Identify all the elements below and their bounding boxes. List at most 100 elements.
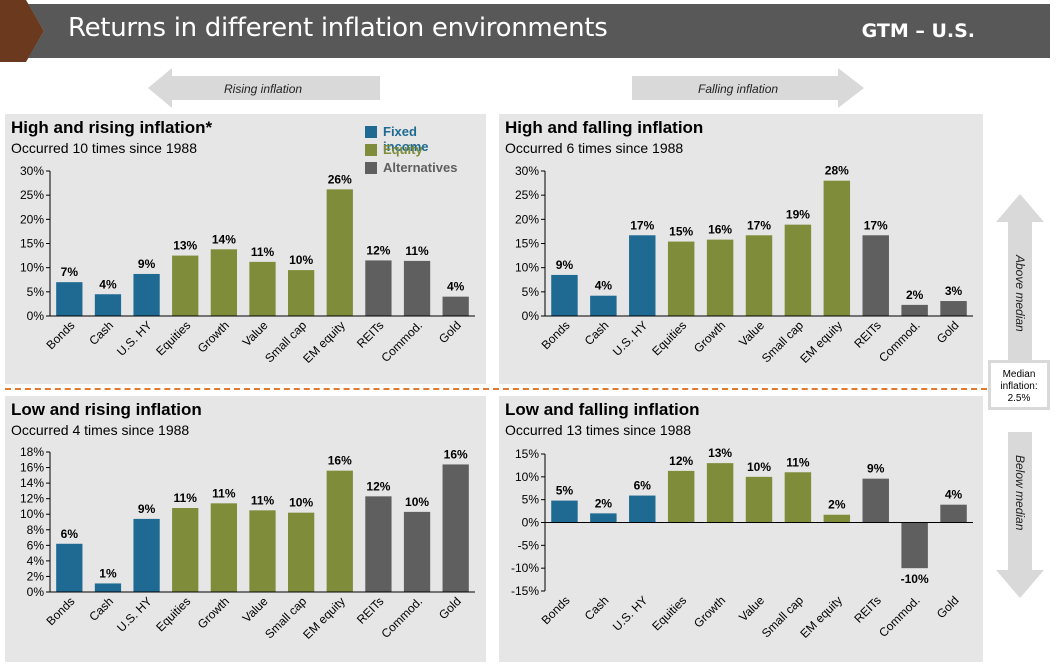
- chart-low-falling: -15% -10% -5% 0% 5% 10% 15% 5% Bonds 2% Cash 6% U.S.…: [511, 446, 973, 641]
- y-tick-label: 5%: [522, 285, 540, 299]
- y-tick-label: 12%: [20, 492, 44, 506]
- category-label: Commod.: [876, 318, 923, 365]
- page-code: GTM – U.S.: [861, 20, 975, 42]
- category-label: REITs: [354, 594, 387, 627]
- data-label: 16%: [328, 454, 352, 468]
- category-label: U.S. HY: [610, 593, 651, 634]
- category-label: Gold: [436, 318, 464, 346]
- legend-label: Fixed income: [383, 124, 429, 154]
- bar-cash: [94, 583, 122, 592]
- y-tick-label: -15%: [511, 584, 539, 598]
- y-tick-label: 8%: [27, 523, 45, 537]
- category-label: Bonds: [539, 318, 573, 352]
- y-tick-label: -5%: [518, 538, 540, 552]
- category-label: Gold: [934, 318, 962, 346]
- vertical-arrow-icon: [996, 194, 1044, 598]
- median-line-1: Median: [1002, 369, 1036, 380]
- data-label: 4%: [595, 279, 613, 293]
- data-label: 11%: [251, 245, 275, 259]
- chart-subtitle: Occurred 13 times since 1988: [505, 422, 691, 438]
- bar-cash: [590, 513, 617, 523]
- data-label: 5%: [556, 484, 574, 498]
- above-median-label: Above median: [1013, 255, 1027, 332]
- data-label: 10%: [747, 460, 771, 474]
- panel-high-falling: High and falling inflation Occurred 6 ti…: [499, 114, 983, 384]
- median-inflation-box: Median inflation: 2.5%: [988, 360, 1050, 410]
- y-tick-label: 15%: [515, 447, 539, 461]
- bar-em-equity: [823, 514, 851, 523]
- panel-low-falling: Low and falling inflation Occurred 13 ti…: [499, 396, 983, 662]
- bar-u-s-hy: [133, 518, 160, 592]
- bar-equities: [667, 470, 695, 523]
- legend-swatch: [365, 144, 377, 156]
- bar-equities: [172, 508, 199, 592]
- bar-bonds: [56, 543, 83, 592]
- data-label: 11%: [405, 244, 429, 258]
- data-label: 11%: [212, 486, 236, 500]
- category-label: Equities: [153, 594, 193, 634]
- chart-subtitle: Occurred 4 times since 1988: [11, 422, 190, 438]
- data-label: 1%: [99, 566, 117, 580]
- bar-value: [249, 261, 276, 316]
- chart-title: Low and falling inflation: [505, 400, 700, 419]
- y-tick-label: 25%: [20, 188, 44, 202]
- category-label: U.S. HY: [114, 318, 155, 359]
- data-label: 13%: [708, 446, 732, 460]
- y-tick-label: 2%: [27, 569, 45, 583]
- median-divider: [5, 388, 987, 390]
- y-tick-label: 6%: [27, 538, 45, 552]
- category-label: Equities: [649, 593, 689, 633]
- bar-em-equity: [326, 470, 353, 592]
- data-label: 17%: [747, 218, 771, 232]
- chart-high-falling: 0% 5% 10% 15% 20% 25% 30% 9% Bonds 4% Cash 17% U.S. …: [515, 164, 973, 366]
- data-label: 26%: [328, 172, 352, 186]
- panel-low-rising: Low and rising inflation Occurred 4 time…: [5, 396, 486, 662]
- data-label: 16%: [444, 447, 468, 461]
- bar-value: [745, 235, 773, 316]
- data-label: 10%: [289, 253, 313, 267]
- median-line-3: 2.5%: [1007, 393, 1031, 404]
- data-label: 28%: [825, 164, 849, 178]
- bar-value: [745, 476, 773, 523]
- y-tick-label: 10%: [20, 261, 44, 275]
- category-label: REITs: [851, 593, 884, 626]
- bar-equities: [172, 255, 199, 316]
- y-tick-label: 0%: [27, 309, 45, 323]
- chart-high-rising: 0% 5% 10% 15% 20% 25% 30% 7% Bonds 4% Cash 9% U.S. H…: [20, 164, 475, 366]
- data-label: 12%: [366, 479, 390, 493]
- header-band: Returns in different inflation environme…: [0, 0, 1063, 62]
- data-label: 12%: [669, 454, 693, 468]
- y-tick-label: 10%: [515, 261, 539, 275]
- falling-arrow-icon: [632, 68, 864, 108]
- chart-subtitle: Occurred 6 times since 1988: [505, 140, 684, 156]
- data-label: 2%: [595, 496, 613, 510]
- bar-commod-: [403, 260, 431, 316]
- bar-gold: [442, 296, 469, 316]
- bar-commod-: [403, 511, 431, 592]
- y-tick-label: 10%: [20, 507, 44, 521]
- y-tick-label: 14%: [20, 476, 44, 490]
- chart-title: High and rising inflation*: [11, 118, 213, 137]
- bar-small-cap: [288, 512, 315, 592]
- bar-growth: [210, 249, 237, 316]
- y-tick-label: 16%: [20, 461, 44, 475]
- data-label: 6%: [634, 479, 652, 493]
- category-label: Value: [736, 318, 767, 349]
- category-label: Commod.: [378, 318, 425, 365]
- data-label: 17%: [630, 218, 654, 232]
- y-tick-label: 15%: [20, 237, 44, 251]
- bar-cash: [590, 295, 617, 316]
- median-line-2: inflation:: [1000, 381, 1038, 392]
- bar-u-s-hy: [629, 495, 656, 523]
- bar-commod-: [901, 304, 928, 316]
- chart-subtitle: Occurred 10 times since 1988: [11, 140, 197, 156]
- y-tick-label: 4%: [27, 554, 45, 568]
- bar-value: [249, 510, 276, 592]
- header-accent-chevron: [0, 0, 44, 62]
- category-label: EM equity: [797, 318, 845, 366]
- data-label: 19%: [786, 208, 810, 222]
- bar-em-equity: [823, 180, 851, 316]
- y-tick-label: 5%: [27, 285, 45, 299]
- bar-gold: [940, 301, 967, 316]
- data-label: 15%: [669, 225, 693, 239]
